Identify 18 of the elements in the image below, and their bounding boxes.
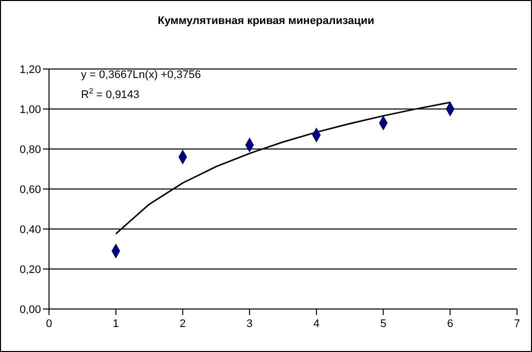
x-tick-label: 1 bbox=[112, 318, 119, 330]
y-tick-label: 0,00 bbox=[20, 304, 41, 316]
y-tick-label: 0,40 bbox=[20, 224, 41, 236]
x-tick-label: 0 bbox=[46, 318, 52, 330]
y-tick-label: 0,80 bbox=[20, 144, 41, 156]
x-tick-label: 5 bbox=[380, 318, 386, 330]
x-tick-label: 6 bbox=[447, 318, 454, 330]
chart-title: Куммулятивная кривая минерализации bbox=[156, 15, 376, 27]
x-tick-label: 2 bbox=[180, 318, 186, 330]
x-tick-label: 4 bbox=[313, 318, 320, 330]
annotation: y = 0,3667Ln(x) +0,3756 bbox=[81, 69, 201, 81]
y-tick-label: 1,20 bbox=[20, 64, 41, 76]
y-tick-label: 0,60 bbox=[20, 184, 41, 196]
x-tick-label: 3 bbox=[246, 318, 253, 330]
annotation: R$^{2}$ = 0,9143 bbox=[81, 86, 140, 101]
x-tick-label: 7 bbox=[514, 318, 520, 330]
y-tick-label: 0,20 bbox=[20, 264, 41, 276]
y-tick-label: 1,00 bbox=[20, 104, 41, 116]
